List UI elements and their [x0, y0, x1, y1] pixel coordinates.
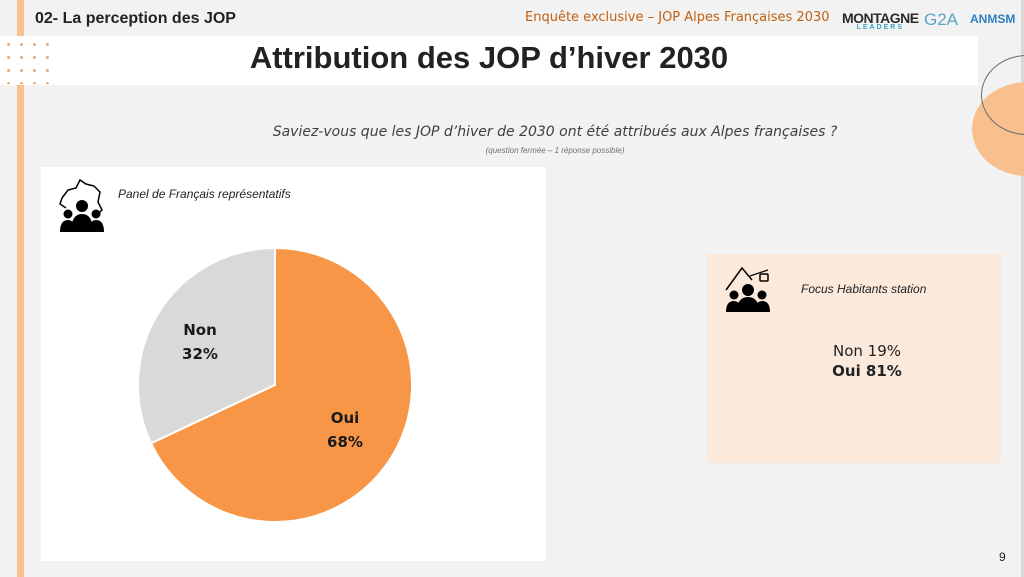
title-bar	[0, 36, 978, 85]
question-text: Saviez-vous que les JOP d’hiver de 2030 …	[272, 124, 838, 140]
survey-title: Enquête exclusive – JOP Alpes Françaises…	[525, 10, 830, 25]
focus-box	[707, 254, 1001, 463]
mountain-people-icon	[725, 266, 770, 312]
page-number: 9	[999, 550, 1006, 564]
section-title: 02- La perception des JOP	[35, 10, 236, 27]
panel-label: Panel de Français représentatifs	[118, 187, 291, 201]
accent-bar	[17, 0, 24, 577]
focus-label: Focus Habitants station	[801, 282, 927, 296]
question-note: (question fermée – 1 réponse possible)	[485, 146, 625, 155]
focus-oui-value: Oui 81%	[832, 362, 902, 380]
page-title: Attribution des JOP d’hiver 2030	[249, 40, 729, 75]
anmsm-logo: ANMSM	[970, 12, 1016, 26]
g2a-logo: G2A	[924, 10, 959, 29]
chart-panel	[41, 167, 546, 561]
france-people-icon	[59, 178, 104, 232]
montagne-leaders-logo: MONTAGNE LEADERS	[842, 10, 919, 31]
focus-non-value: Non 19%	[832, 342, 901, 360]
right-border	[1021, 0, 1024, 577]
dot-pattern	[0, 36, 58, 84]
